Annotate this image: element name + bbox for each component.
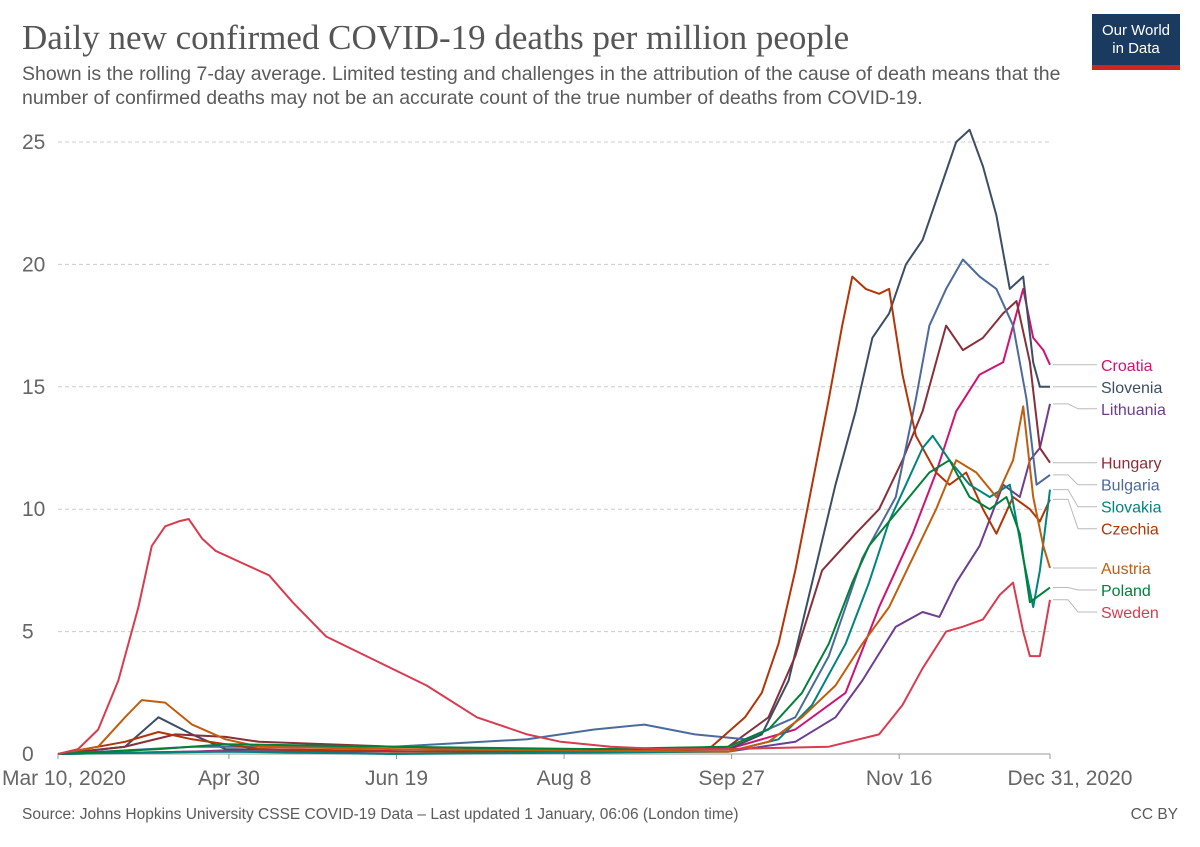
chart-subtitle: Shown is the rolling 7-day average. Limi… bbox=[22, 63, 1061, 109]
series-line-austria[interactable] bbox=[57, 405, 1051, 755]
series-legend: Croatia Slovenia Lithuania Hungary Bulgaria S… bbox=[1053, 358, 1166, 622]
legend-connector bbox=[1053, 599, 1097, 613]
series-line-bulgaria[interactable] bbox=[57, 258, 1051, 755]
logo-line-2: in Data bbox=[1112, 40, 1160, 57]
owid-logo[interactable]: Our World in Data bbox=[1092, 14, 1180, 70]
series-line-czechia[interactable] bbox=[57, 275, 1051, 755]
legend-label-hungary[interactable]: Hungary bbox=[1101, 456, 1161, 473]
legend-label-austria[interactable]: Austria bbox=[1101, 561, 1151, 578]
x-tick-label: Mar 10, 2020 bbox=[2, 767, 126, 790]
source-note: Source: Johns Hopkins University CSSE CO… bbox=[22, 806, 739, 823]
series-line-sweden[interactable] bbox=[57, 518, 1051, 755]
legend-connector bbox=[1053, 498, 1097, 530]
legend-label-croatia[interactable]: Croatia bbox=[1101, 358, 1153, 375]
series-line-slovenia[interactable] bbox=[57, 128, 1050, 755]
logo-line-1: Our World bbox=[1101, 22, 1171, 39]
legend-connector bbox=[1053, 474, 1097, 486]
y-axis-ticks: 0 5 10 15 20 25 bbox=[22, 131, 45, 766]
x-tick-label: Aug 8 bbox=[537, 767, 592, 790]
x-tick-label: Nov 16 bbox=[866, 767, 933, 790]
x-tick-label: Apr 30 bbox=[198, 767, 260, 790]
y-tick-label: 15 bbox=[22, 376, 45, 399]
x-tick-label: Jun 19 bbox=[365, 767, 428, 790]
legend-label-poland[interactable]: Poland bbox=[1101, 583, 1151, 600]
series-lines bbox=[57, 128, 1051, 755]
series-line-lithuania[interactable] bbox=[57, 403, 1051, 755]
series-line-croatia[interactable] bbox=[57, 287, 1051, 755]
license-link[interactable]: CC BY bbox=[1130, 806, 1178, 823]
x-tick-label: Dec 31, 2020 bbox=[1008, 767, 1133, 790]
x-axis: Mar 10, 2020 Apr 30 Jun 19 Aug 8 Sep 27 Nov 1… bbox=[2, 753, 1133, 790]
chart-title: Daily new confirmed COVID-19 deaths per … bbox=[22, 18, 850, 57]
y-tick-label: 5 bbox=[22, 621, 34, 644]
legend-label-slovakia[interactable]: Slovakia bbox=[1101, 500, 1162, 517]
legend-label-sweden[interactable]: Sweden bbox=[1101, 605, 1159, 622]
legend-connector bbox=[1053, 587, 1097, 591]
y-tick-label: 0 bbox=[22, 743, 34, 766]
y-tick-label: 25 bbox=[22, 131, 45, 154]
legend-connector bbox=[1053, 489, 1097, 508]
legend-label-czechia[interactable]: Czechia bbox=[1101, 522, 1159, 539]
legend-connector bbox=[1053, 403, 1097, 410]
legend-label-bulgaria[interactable]: Bulgaria bbox=[1101, 478, 1160, 495]
y-tick-label: 20 bbox=[22, 253, 45, 276]
series-line-poland[interactable] bbox=[57, 459, 1051, 755]
legend-label-lithuania[interactable]: Lithuania bbox=[1101, 402, 1166, 419]
x-tick-label: Sep 27 bbox=[698, 767, 765, 790]
gridlines bbox=[58, 141, 1050, 633]
logo-accent-bar bbox=[1092, 65, 1180, 70]
series-line-hungary[interactable] bbox=[57, 300, 1051, 755]
legend-label-slovenia[interactable]: Slovenia bbox=[1101, 380, 1162, 397]
y-tick-label: 10 bbox=[22, 498, 45, 521]
